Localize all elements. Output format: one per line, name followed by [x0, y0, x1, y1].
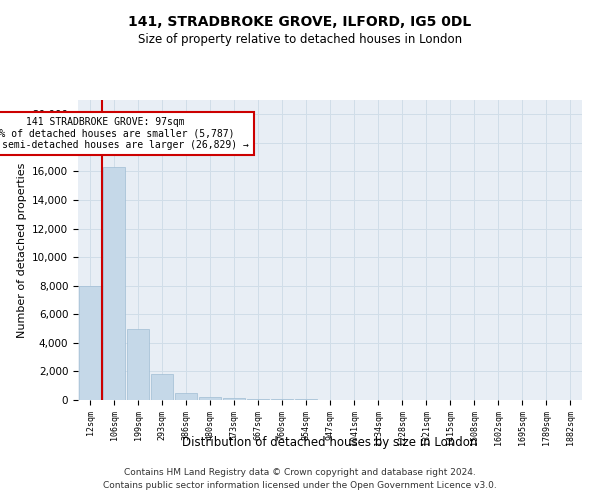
Bar	[199, 397, 221, 400]
Text: Contains public sector information licensed under the Open Government Licence v3: Contains public sector information licen…	[103, 480, 497, 490]
Bar	[79, 286, 101, 400]
Text: 141, STRADBROKE GROVE, ILFORD, IG5 0DL: 141, STRADBROKE GROVE, ILFORD, IG5 0DL	[128, 15, 472, 29]
Text: Distribution of detached houses by size in London: Distribution of detached houses by size …	[182, 436, 478, 449]
Y-axis label: Number of detached properties: Number of detached properties	[17, 162, 26, 338]
Bar	[127, 328, 149, 400]
Bar	[271, 399, 293, 400]
Bar	[247, 399, 269, 400]
Text: 141 STRADBROKE GROVE: 97sqm
← 18% of detached houses are smaller (5,787)
82% of : 141 STRADBROKE GROVE: 97sqm ← 18% of det…	[0, 117, 249, 150]
Text: Size of property relative to detached houses in London: Size of property relative to detached ho…	[138, 32, 462, 46]
Bar	[151, 374, 173, 400]
Bar	[295, 399, 317, 400]
Bar	[103, 167, 125, 400]
Bar	[175, 393, 197, 400]
Bar	[223, 398, 245, 400]
Text: Contains HM Land Registry data © Crown copyright and database right 2024.: Contains HM Land Registry data © Crown c…	[124, 468, 476, 477]
